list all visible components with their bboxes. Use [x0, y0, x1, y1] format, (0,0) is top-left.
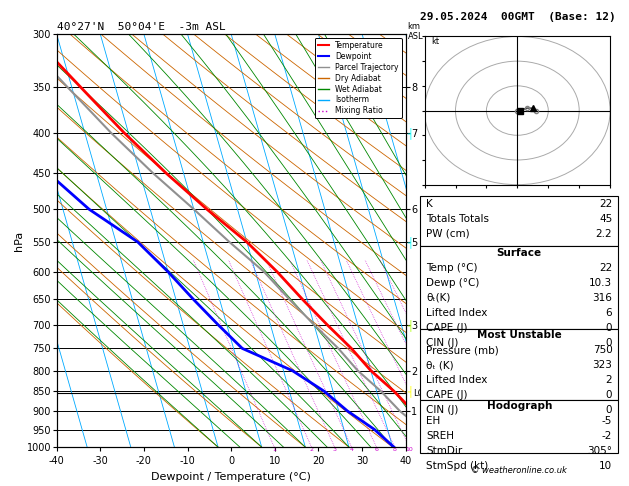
Text: CIN (J): CIN (J)	[426, 405, 459, 416]
Text: 0: 0	[606, 390, 613, 400]
Text: LCL: LCL	[413, 389, 428, 398]
Text: Temp (°C): Temp (°C)	[426, 263, 477, 273]
Text: ┤: ┤	[408, 127, 413, 139]
Text: 22: 22	[599, 199, 613, 208]
Text: SREH: SREH	[426, 431, 454, 441]
Text: 0: 0	[606, 323, 613, 333]
Text: 10.3: 10.3	[589, 278, 613, 288]
Text: Surface: Surface	[497, 248, 542, 258]
Text: 2: 2	[606, 375, 613, 385]
Bar	[420, 399, 618, 453]
Text: 6: 6	[375, 447, 379, 452]
X-axis label: Dewpoint / Temperature (°C): Dewpoint / Temperature (°C)	[151, 472, 311, 482]
Text: km
ASL: km ASL	[408, 22, 423, 41]
Text: Hodograph: Hodograph	[487, 401, 552, 411]
Text: 22: 22	[599, 263, 613, 273]
Text: CAPE (J): CAPE (J)	[426, 390, 467, 400]
Text: 305°: 305°	[587, 446, 613, 456]
Bar	[420, 246, 618, 329]
Text: 10: 10	[406, 447, 413, 452]
Text: 0: 0	[606, 405, 613, 416]
Text: 29.05.2024  00GMT  (Base: 12): 29.05.2024 00GMT (Base: 12)	[420, 12, 616, 22]
Text: 6: 6	[606, 308, 613, 318]
Text: 4: 4	[350, 447, 353, 452]
Text: CAPE (J): CAPE (J)	[426, 323, 467, 333]
Text: Lifted Index: Lifted Index	[426, 375, 487, 385]
Text: K: K	[426, 199, 433, 208]
Bar	[420, 196, 618, 246]
Text: Pressure (mb): Pressure (mb)	[426, 345, 499, 355]
Text: 8: 8	[393, 447, 397, 452]
Y-axis label: hPa: hPa	[14, 230, 24, 251]
Text: 15: 15	[433, 447, 441, 452]
Text: 316: 316	[593, 293, 613, 303]
Text: CIN (J): CIN (J)	[426, 338, 459, 348]
Text: 0: 0	[606, 338, 613, 348]
Text: Totals Totals: Totals Totals	[426, 214, 489, 224]
Text: Lifted Index: Lifted Index	[426, 308, 487, 318]
Text: ┤: ┤	[408, 236, 413, 248]
Text: 323: 323	[593, 360, 613, 370]
Text: 1: 1	[272, 447, 276, 452]
Text: 2: 2	[309, 447, 313, 452]
Text: 20: 20	[453, 447, 461, 452]
Legend: Temperature, Dewpoint, Parcel Trajectory, Dry Adiabat, Wet Adiabat, Isotherm, Mi: Temperature, Dewpoint, Parcel Trajectory…	[314, 38, 402, 119]
Text: 40°27'N  50°04'E  -3m ASL: 40°27'N 50°04'E -3m ASL	[57, 22, 225, 32]
Text: 10: 10	[599, 461, 613, 471]
Text: 2.2: 2.2	[596, 229, 613, 239]
Text: 750: 750	[593, 345, 613, 355]
Text: kt: kt	[431, 37, 439, 46]
Text: StmDir: StmDir	[426, 446, 462, 456]
Text: PW (cm): PW (cm)	[426, 229, 470, 239]
Text: θₜ(K): θₜ(K)	[426, 293, 450, 303]
Text: 25: 25	[469, 447, 477, 452]
Text: -5: -5	[602, 416, 613, 426]
Bar	[420, 329, 618, 399]
Text: Dewp (°C): Dewp (°C)	[426, 278, 479, 288]
Text: Most Unstable: Most Unstable	[477, 330, 562, 340]
Text: ┤: ┤	[408, 319, 413, 330]
Text: EH: EH	[426, 416, 440, 426]
Text: StmSpd (kt): StmSpd (kt)	[426, 461, 488, 471]
Text: ┤: ┤	[408, 385, 413, 397]
Y-axis label: Mixing Ratio (g/kg): Mixing Ratio (g/kg)	[424, 194, 434, 287]
Text: 3: 3	[333, 447, 337, 452]
Text: © weatheronline.co.uk: © weatheronline.co.uk	[471, 466, 567, 475]
Text: -2: -2	[602, 431, 613, 441]
Text: 45: 45	[599, 214, 613, 224]
Text: θₜ (K): θₜ (K)	[426, 360, 454, 370]
